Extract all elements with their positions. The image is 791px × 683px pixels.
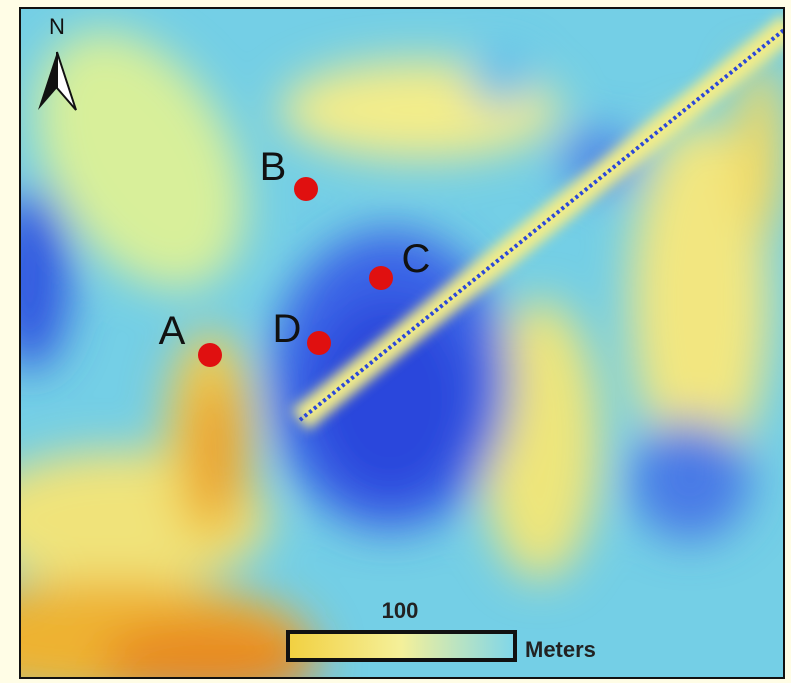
scale-value: 100 <box>382 598 419 623</box>
point-marker <box>198 343 222 367</box>
scale-unit: Meters <box>525 637 596 662</box>
scale-bar <box>288 632 515 660</box>
page: N A B C D 100 Meters (() => { const data… <box>0 0 791 683</box>
point-label: C <box>402 237 431 281</box>
map: N A B C D 100 Meters <box>0 0 791 683</box>
point-marker <box>307 331 331 355</box>
point-marker <box>294 177 318 201</box>
point-label: A <box>159 309 186 353</box>
heatmap <box>0 0 790 683</box>
point-marker <box>369 266 393 290</box>
point-label: B <box>260 145 287 189</box>
north-label: N <box>49 14 65 39</box>
point-label: D <box>273 307 302 351</box>
